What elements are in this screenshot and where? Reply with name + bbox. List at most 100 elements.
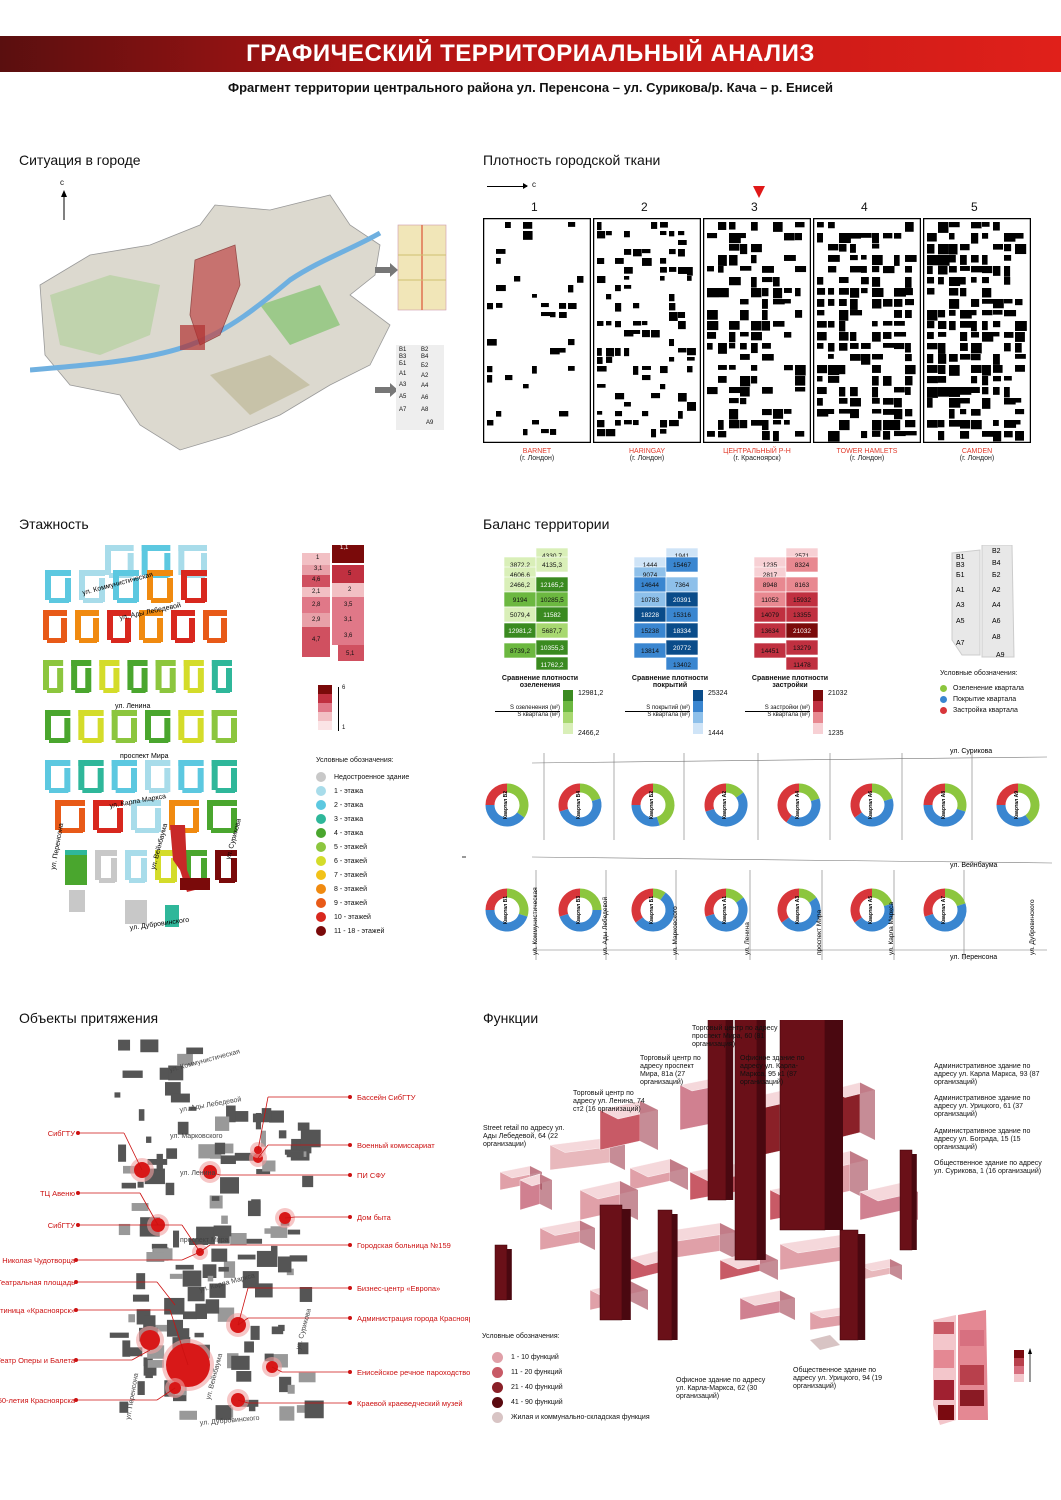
balance-value: 14451 [761,648,779,655]
donut-segment [725,888,744,903]
donut-segment [850,888,873,923]
balance-block [665,656,699,670]
legend-item: 7 - этажей [316,868,409,882]
building [115,788,135,793]
building [159,878,175,883]
attraction-label: Церковь Николая Чудотворца [0,1256,76,1265]
tower-side [726,1020,734,1200]
legend-swatch [316,912,326,922]
building [201,553,207,577]
building [223,1261,236,1278]
building [165,1082,181,1096]
block-label: А1 [399,371,407,377]
building [166,1148,178,1159]
balance-map: 3872,2 4330,7 4606,6 4135,3 2466,2 12165,2 919… [503,547,569,670]
balance-block [665,606,699,623]
building [45,570,51,600]
building [197,668,204,692]
block-label: А9 [426,420,434,426]
scale-swatch [563,701,573,712]
block-label: В4 [421,354,429,360]
balance-scale [813,690,825,735]
building [155,850,177,856]
block [332,597,364,613]
balance-legend-title: Условные обозначения: [940,670,1018,677]
legend-label: 5 - этажей [334,843,368,851]
building [209,1283,226,1298]
scale-swatch [693,712,703,723]
building [131,800,161,806]
balance-value: 15238 [641,628,659,635]
legend-item: 4 - этажа [316,826,409,840]
balance-block [665,639,699,656]
donut-segment [781,897,821,932]
donut-segment [485,888,508,911]
street-label: ул. Ленина [115,703,150,710]
arrow-to-plan [375,263,398,277]
balance-value: 20772 [673,645,691,652]
building [164,553,171,577]
attraction-label: ТЦ Авеню [40,1189,75,1198]
building [156,1153,163,1171]
legend-item: 10 - этажей [316,910,409,924]
balance-value: 13814 [641,648,659,655]
legend-item: 5 - этажей [316,840,409,854]
scale-min: 1444 [708,730,724,737]
density-north: с [487,180,536,192]
building [214,1142,226,1155]
building [141,668,148,692]
donut-label: Квартал А5 [868,896,874,924]
building [135,828,159,833]
highlight-marker [753,186,765,198]
balance-value: 10285,5 [540,597,564,604]
panel-city: (г. Красноярск) [733,455,781,462]
donut-label: Квартал А1 [722,896,728,924]
building [47,688,62,693]
block [302,553,330,565]
balance-value: 14079 [761,612,779,619]
situation-north-label: с [60,178,64,187]
building [47,638,65,643]
building [171,610,177,640]
building [119,1401,129,1413]
panel-city: (г. Лондон) [629,455,665,462]
building [271,1326,284,1335]
street-label: проспект Мира [816,910,823,955]
attraction-label: Военный комиссариат [357,1141,435,1150]
legend-item: 2 - этажа [316,798,409,812]
density-panel-2 [593,218,701,443]
legend-swatch [316,786,326,796]
building [300,1129,321,1148]
donut-label: Квартал А8 [941,791,947,819]
balance-value: 12981,2 [508,628,532,635]
tower-side [912,1154,917,1250]
tower [734,1020,758,1261]
building [43,610,49,640]
building [111,710,118,740]
building [213,1225,232,1237]
building [297,1122,310,1131]
north-arrow-head [61,190,67,197]
building [262,1160,276,1172]
building [183,660,204,666]
building [251,1199,261,1214]
building [113,668,120,692]
building [139,610,145,640]
donut-segment [996,804,1031,827]
building [178,760,185,790]
functions-3d-model [494,1020,919,1350]
block-label: А5 [956,618,965,625]
building [187,1286,205,1302]
building [78,760,104,766]
building [109,1332,129,1338]
donut-label: Квартал В2 [503,791,509,819]
building [147,1360,164,1368]
legend-item: Жилая и коммунально-складская функция [492,1410,650,1425]
building [270,1226,288,1238]
building [178,760,204,766]
building [79,638,97,643]
building [168,1065,184,1081]
panel-city: (г. Лондон) [959,455,995,462]
block [332,545,364,563]
building [143,638,161,643]
